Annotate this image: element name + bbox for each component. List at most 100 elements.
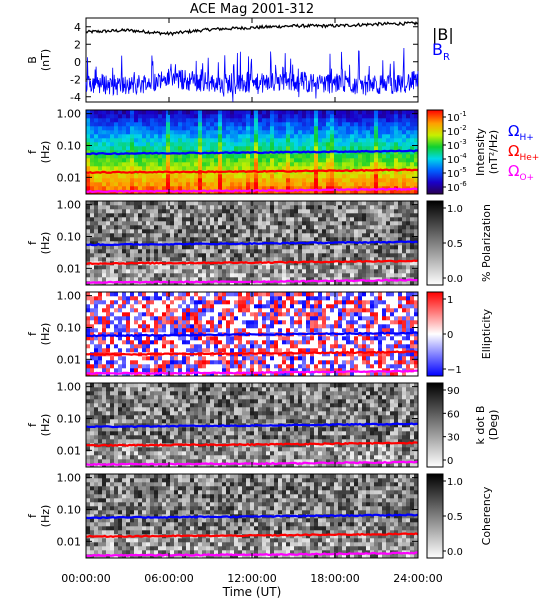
colorbar-ellipticity xyxy=(426,291,444,377)
colorbar-tick-exponent: -3 xyxy=(460,138,467,146)
time-tick-label: 12:00:00 xyxy=(227,572,276,585)
legend-omega-o: ΩO+ xyxy=(508,162,534,183)
colorbar-tick-label: 0 xyxy=(447,330,453,341)
colorbar-label: % Polarization xyxy=(480,204,493,282)
freq-tick-label: 0.10 xyxy=(57,503,82,516)
colorbar-tick-label: 0.0 xyxy=(447,274,463,285)
colorbar-tick-label: 10-6 xyxy=(447,180,467,194)
colorbar-label: Ellipticity xyxy=(480,308,493,359)
gyro-line-h xyxy=(85,422,419,429)
freq-tick-label: 1.00 xyxy=(57,290,82,303)
legend-b-radial: BR xyxy=(432,40,450,63)
series-b-radial xyxy=(85,47,419,102)
b-tick-label: -4 xyxy=(70,91,81,104)
colorbar-tick-exponent: -6 xyxy=(460,180,468,188)
freq-tick-label: 0.01 xyxy=(57,262,82,275)
panel-polarization: 1.00 0.10 0.01 f (Hz) 1.0 0.5 0.0 % Polarization xyxy=(26,199,493,286)
colorbar-label: k dot B xyxy=(474,406,487,445)
freq-tick-label: 0.10 xyxy=(57,412,82,425)
freq-ylabel-unit: (Hz) xyxy=(39,232,52,255)
legend-omega-o-sub: O+ xyxy=(519,173,534,183)
colorbar-kdotb xyxy=(426,382,444,468)
colorbar-tick-label: 1.0 xyxy=(447,204,463,215)
freq-tick-label: 1.00 xyxy=(57,381,82,394)
colorbar-tick-label: 10-5 xyxy=(447,166,467,180)
b-panel: 420-2-4 B (nT) |B| BR xyxy=(26,17,454,104)
colorbar-tick-label: 0.5 xyxy=(447,239,463,250)
time-tick-label: 24:00:00 xyxy=(393,572,442,585)
gyro-line-he xyxy=(85,532,419,539)
colorbar-tick-exponent: -5 xyxy=(460,166,467,174)
colorbar-tick-label: 0 xyxy=(447,456,453,467)
colorbar-tick-exponent: -2 xyxy=(460,124,467,132)
freq-tick-label: 0.01 xyxy=(57,353,82,366)
legend-omega-h-base: Ω xyxy=(508,122,519,140)
freq-ylabel-unit: (Hz) xyxy=(39,141,52,164)
freq-ylabel: f xyxy=(26,513,39,518)
freq-tick-label: 0.01 xyxy=(57,444,82,457)
gyro-line-h xyxy=(85,331,419,338)
gyro-line-he xyxy=(85,168,419,175)
panel-coherency-texture xyxy=(86,474,419,559)
series-b-magnitude xyxy=(85,21,419,37)
colorbar-tick-label: 1.0 xyxy=(447,477,463,488)
colorbar-label: Coherency xyxy=(480,486,493,545)
legend-omega-o-base: Ω xyxy=(508,162,519,180)
gyro-legend: ΩH+ ΩHe+ ΩO+ xyxy=(508,122,539,183)
freq-ylabel: f xyxy=(26,149,39,154)
gyro-line-h xyxy=(85,513,419,520)
colorbar-tick-label: 10-1 xyxy=(447,110,467,124)
colorbar-tick-label: 90 xyxy=(447,386,460,397)
panel-intensity: 1.00 0.10 0.01 f (Hz) 10-110-210-310-410-510-… xyxy=(26,108,500,195)
time-tick-label: 00:00:00 xyxy=(61,572,110,585)
colorbar-tick-label: 10-2 xyxy=(447,124,467,138)
gyro-line-h xyxy=(85,240,419,247)
freq-tick-label: 1.00 xyxy=(57,472,82,485)
freq-ylabel: f xyxy=(26,331,39,336)
legend-omega-he-sub: He+ xyxy=(519,153,539,163)
gyro-line-he xyxy=(85,350,419,356)
freq-tick-label: 0.10 xyxy=(57,321,82,334)
legend-omega-he: ΩHe+ xyxy=(508,142,539,163)
freq-ylabel: f xyxy=(26,240,39,245)
colorbar-intensity xyxy=(426,109,444,195)
b-tick-label: 0 xyxy=(74,56,81,69)
time-tick-label: 18:00:00 xyxy=(310,572,359,585)
legend-omega-h: ΩH+ xyxy=(508,122,534,143)
freq-ylabel: f xyxy=(26,422,39,427)
b-tick-label: 2 xyxy=(74,38,81,51)
freq-ylabel-unit: (Hz) xyxy=(39,414,52,437)
b-tick-label: 4 xyxy=(74,21,81,34)
colorbar-tick-label: 30 xyxy=(447,433,460,444)
legend-b-radial-sub: R xyxy=(443,52,450,63)
spectrogram-panels: 1.000.100.01f (Hz)10-110-210-310-410-510-… xyxy=(26,108,500,559)
freq-ylabel-unit: (Hz) xyxy=(39,505,52,528)
colorbar-tick-label: 0.0 xyxy=(447,547,463,558)
colorbar-tick-label: 10-4 xyxy=(447,152,467,166)
freq-tick-label: 1.00 xyxy=(57,199,82,212)
colorbar-tick-label: 60 xyxy=(447,409,460,420)
freq-tick-label: 0.10 xyxy=(57,230,82,243)
colorbar-tick-label: 0.5 xyxy=(447,512,463,523)
legend-omega-he-base: Ω xyxy=(508,142,519,160)
colorbar-tick-label: −1 xyxy=(447,365,462,376)
freq-tick-label: 0.01 xyxy=(57,171,82,184)
freq-tick-label: 1.00 xyxy=(57,108,82,121)
freq-tick-label: 0.10 xyxy=(57,139,82,152)
b-tick-label: -2 xyxy=(70,73,81,86)
time-tick-label: 06:00:00 xyxy=(144,572,193,585)
panel-ellipticity: 1.00 0.10 0.01 f (Hz) 1 0 −1 Ellipticity xyxy=(26,290,493,377)
colorbar-tick-label: 10-3 xyxy=(447,138,467,152)
gyro-line-he xyxy=(85,259,419,266)
b-panel-series xyxy=(85,21,419,102)
panel-coherency: 1.00 0.10 0.01 f (Hz) 1.0 0.5 0.0 Coherency xyxy=(26,472,493,559)
colorbar-polarization xyxy=(426,200,444,286)
colorbar-label-unit: (nT²/Hz) xyxy=(487,130,500,174)
b-ylabel: B xyxy=(26,56,39,64)
x-axis-label: Time (UT) xyxy=(222,585,282,599)
panel-kdotb: 1.00 0.10 0.01 f (Hz) 90 60 30 0 k dot B (Deg) xyxy=(26,381,500,468)
b-ylabel-unit: (nT) xyxy=(39,49,52,71)
colorbar-tick-exponent: -4 xyxy=(460,152,468,160)
colorbar-tick-exponent: -1 xyxy=(460,110,467,118)
